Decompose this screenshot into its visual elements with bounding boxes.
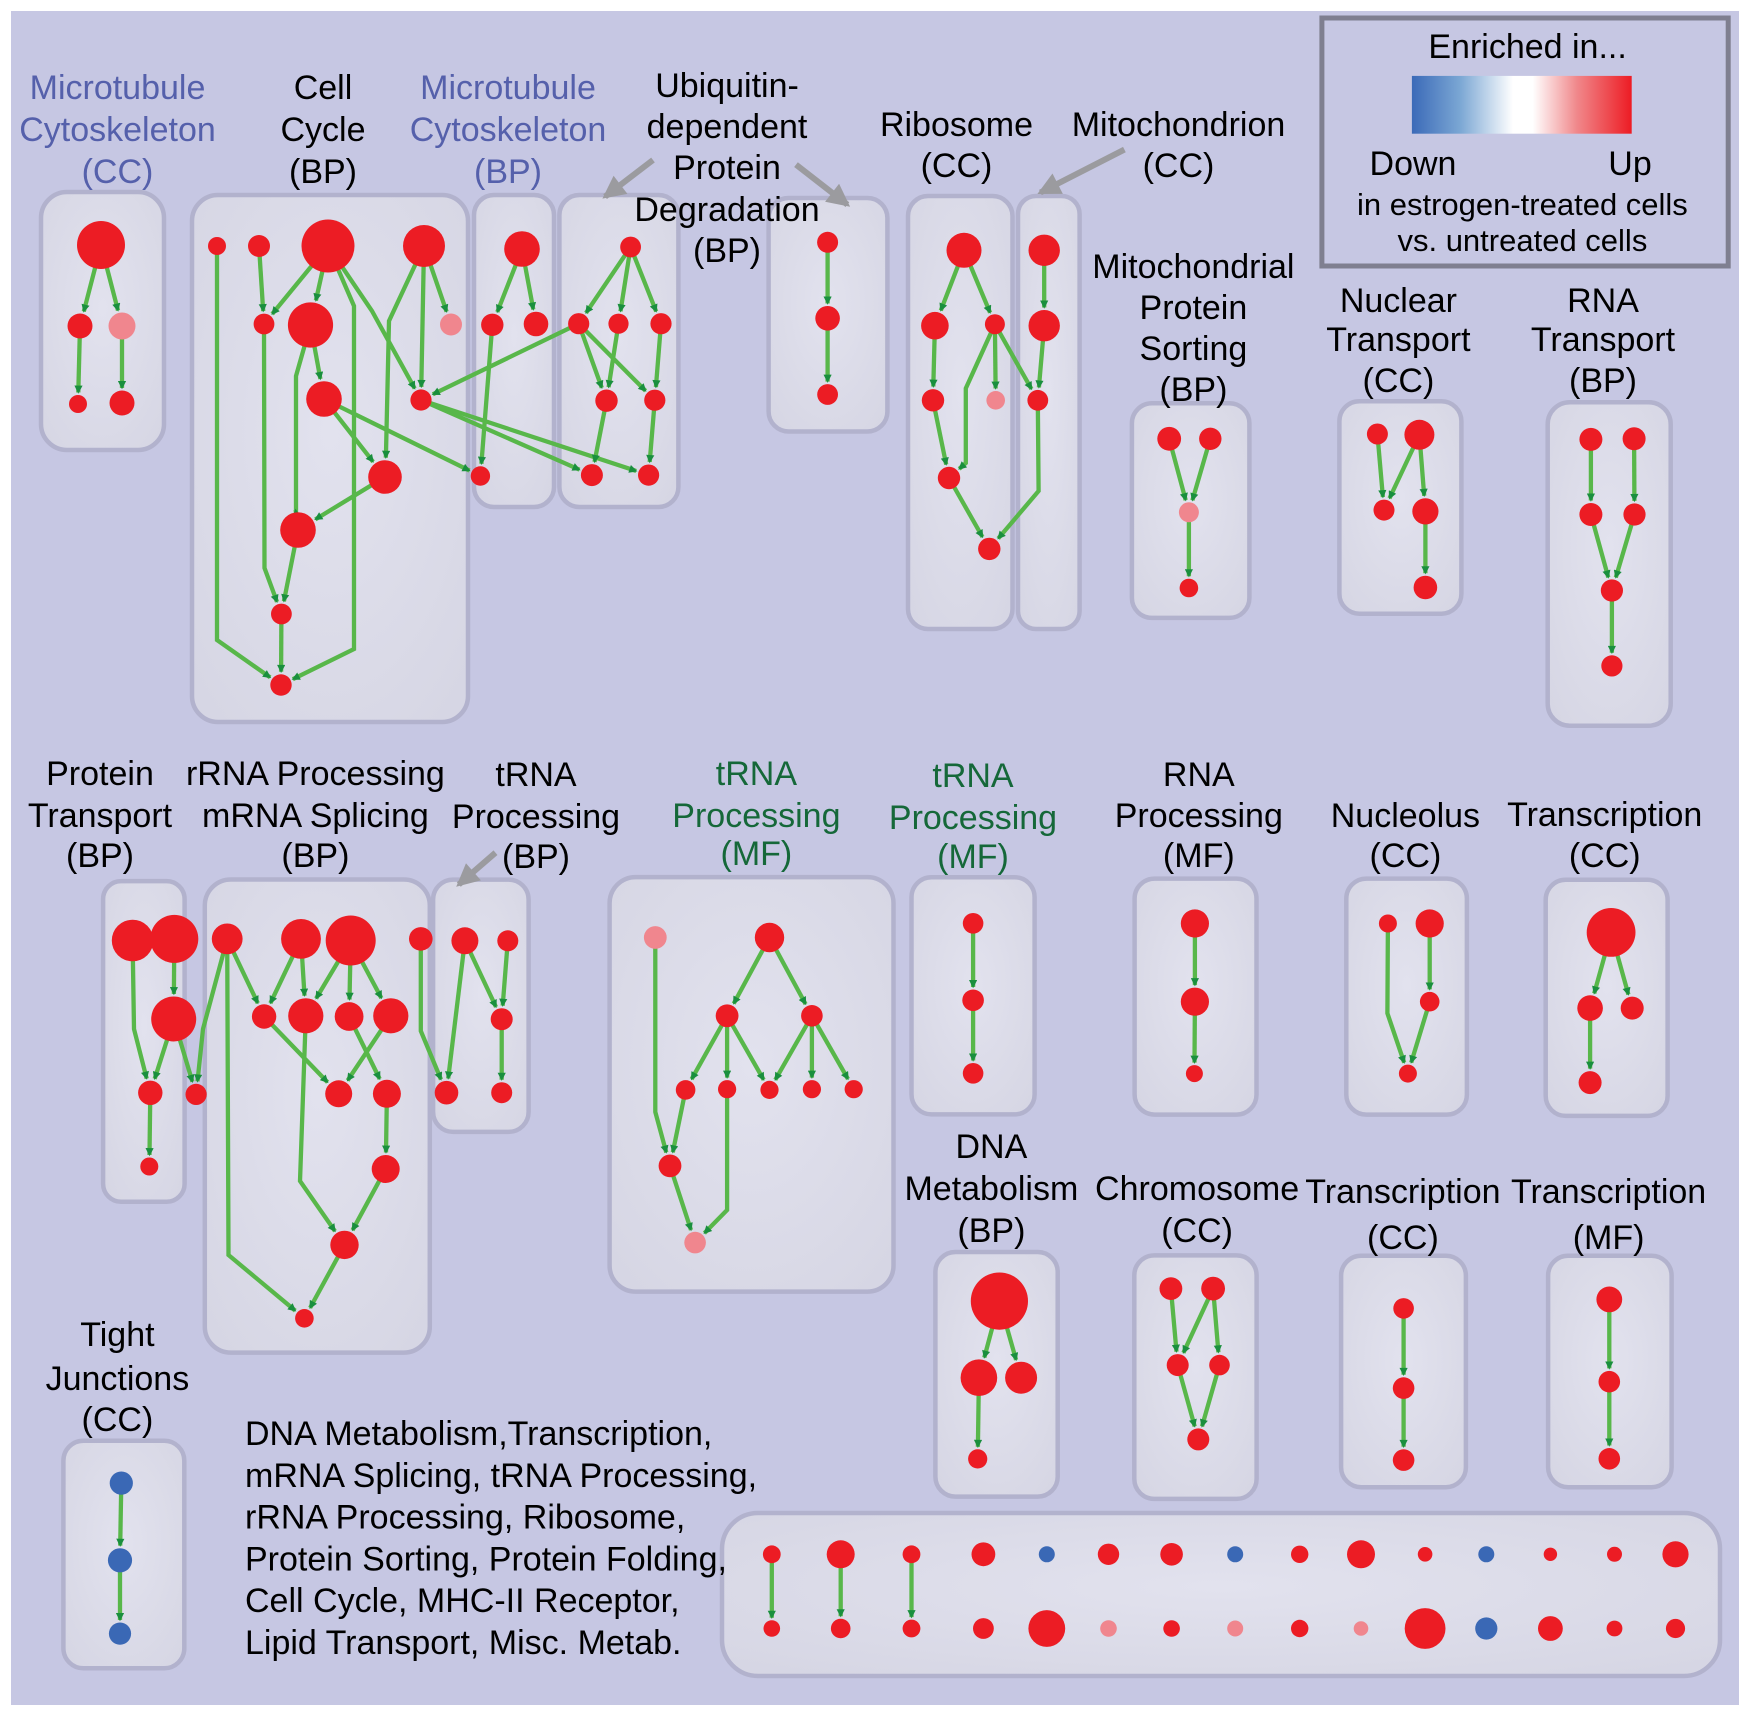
svg-text:Lipid Transport, Misc. Metab.: Lipid Transport, Misc. Metab.	[245, 1624, 682, 1662]
svg-text:dependent: dependent	[647, 108, 808, 146]
svg-text:(CC): (CC)	[1370, 837, 1442, 875]
svg-text:(CC): (CC)	[1569, 837, 1641, 875]
svg-text:vs. untreated cells: vs. untreated cells	[1397, 223, 1647, 258]
svg-text:(CC): (CC)	[1143, 147, 1215, 185]
svg-text:Protein Sorting, Protein Foldi: Protein Sorting, Protein Folding,	[245, 1540, 727, 1578]
svg-text:Cytoskeleton: Cytoskeleton	[19, 111, 216, 149]
svg-text:Protein: Protein	[46, 755, 154, 793]
svg-text:Transport: Transport	[28, 797, 173, 835]
svg-text:Protein: Protein	[1140, 289, 1248, 327]
svg-text:Enriched in...: Enriched in...	[1428, 28, 1626, 66]
svg-text:(CC): (CC)	[1161, 1212, 1233, 1250]
svg-text:(BP): (BP)	[693, 232, 761, 270]
svg-text:(MF): (MF)	[1573, 1219, 1645, 1257]
svg-text:Transcription: Transcription	[1305, 1173, 1500, 1211]
svg-text:Up: Up	[1608, 145, 1651, 183]
svg-text:(BP): (BP)	[281, 837, 349, 875]
svg-text:DNA Metabolism,Transcription,: DNA Metabolism,Transcription,	[245, 1415, 712, 1453]
svg-text:tRNA: tRNA	[716, 755, 798, 793]
svg-text:Nucleolus: Nucleolus	[1331, 797, 1480, 835]
svg-text:Nuclear: Nuclear	[1340, 282, 1457, 320]
svg-text:tRNA: tRNA	[495, 756, 577, 794]
svg-text:Junctions: Junctions	[46, 1360, 190, 1398]
svg-text:RNA: RNA	[1567, 282, 1639, 320]
svg-text:Sorting: Sorting	[1140, 330, 1248, 368]
svg-text:(CC): (CC)	[1367, 1219, 1439, 1257]
svg-text:Down: Down	[1370, 145, 1457, 183]
svg-text:(MF): (MF)	[937, 838, 1009, 876]
svg-text:mRNA Splicing: mRNA Splicing	[202, 797, 429, 835]
svg-text:Cell Cycle, MHC-II Receptor,: Cell Cycle, MHC-II Receptor,	[245, 1582, 680, 1620]
svg-text:(BP): (BP)	[289, 153, 357, 191]
svg-text:Cytoskeleton: Cytoskeleton	[410, 111, 607, 149]
svg-text:(BP): (BP)	[1569, 362, 1637, 400]
svg-text:mRNA Splicing, tRNA Processing: mRNA Splicing, tRNA Processing,	[245, 1457, 757, 1495]
svg-text:Tight: Tight	[80, 1316, 155, 1354]
svg-text:(CC): (CC)	[1363, 362, 1435, 400]
svg-text:Processing: Processing	[452, 798, 620, 836]
svg-text:Degradation: Degradation	[634, 191, 819, 229]
svg-text:in estrogen-treated cells: in estrogen-treated cells	[1357, 187, 1688, 222]
svg-text:Transport: Transport	[1531, 321, 1676, 359]
svg-text:Processing: Processing	[889, 799, 1057, 837]
svg-text:(CC): (CC)	[82, 153, 154, 191]
svg-text:(CC): (CC)	[921, 147, 993, 185]
svg-text:(BP): (BP)	[957, 1212, 1025, 1250]
svg-text:Mitochondrial: Mitochondrial	[1092, 248, 1294, 286]
svg-text:Transcription: Transcription	[1511, 1173, 1706, 1211]
svg-text:(MF): (MF)	[1163, 837, 1235, 875]
svg-text:Mitochondrion: Mitochondrion	[1072, 106, 1286, 144]
svg-text:(BP): (BP)	[1159, 371, 1227, 409]
svg-text:Processing: Processing	[672, 797, 840, 835]
svg-text:(BP): (BP)	[66, 837, 134, 875]
svg-text:rRNA Processing: rRNA Processing	[186, 755, 445, 793]
svg-text:Ubiquitin-: Ubiquitin-	[655, 67, 799, 105]
svg-text:Transcription: Transcription	[1507, 796, 1702, 834]
svg-text:Cell: Cell	[294, 69, 353, 107]
svg-text:RNA: RNA	[1163, 756, 1235, 794]
svg-text:rRNA Processing, Ribosome,: rRNA Processing, Ribosome,	[245, 1499, 685, 1537]
svg-text:Cycle: Cycle	[280, 111, 365, 149]
svg-text:Microtubule: Microtubule	[30, 69, 206, 107]
svg-text:Transport: Transport	[1326, 321, 1471, 359]
svg-text:Ribosome: Ribosome	[880, 106, 1033, 144]
svg-text:Chromosome: Chromosome	[1095, 1170, 1299, 1208]
svg-text:(MF): (MF)	[721, 835, 793, 873]
svg-text:Microtubule: Microtubule	[420, 69, 596, 107]
svg-text:tRNA: tRNA	[932, 757, 1014, 795]
svg-text:(BP): (BP)	[502, 838, 570, 876]
svg-text:Metabolism: Metabolism	[904, 1170, 1078, 1208]
svg-text:DNA: DNA	[956, 1128, 1028, 1166]
svg-text:Protein: Protein	[673, 149, 781, 187]
svg-text:(CC): (CC)	[82, 1401, 154, 1439]
svg-text:(BP): (BP)	[474, 153, 542, 191]
svg-text:Processing: Processing	[1115, 797, 1283, 835]
